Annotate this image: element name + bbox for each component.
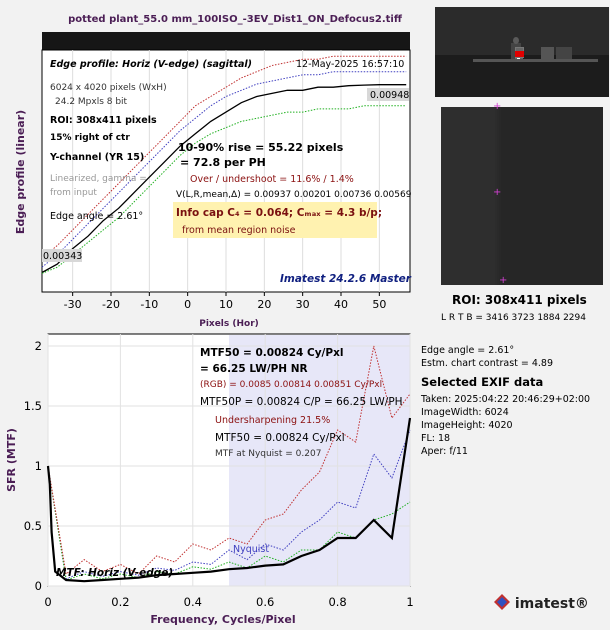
edge-tick-label: -10: [140, 298, 158, 311]
mtf-ytick-label: 0.5: [24, 519, 42, 533]
edge-series-main: [41, 84, 407, 274]
edge-header: Edge profile: Horiz (V-edge) (sagittal): [50, 59, 252, 70]
edge-info-cap-line: Info cap C₄ = 0.064; Cₘₐₓ = 4.3 b/p;: [176, 207, 382, 219]
edge-pos-line: 15% right of ctr: [50, 133, 130, 143]
mtf-series-channel: [47, 345, 411, 575]
side-chart-contrast: Estm. chart contrast = 4.89: [421, 358, 554, 369]
edge-linearized-1: Linearized, gamma =: [50, 174, 147, 184]
mtf-ylabel: SFR (MTF): [5, 428, 18, 492]
edge-noise-line: from mean region noise: [182, 225, 296, 236]
edge-series-channel: [41, 105, 407, 274]
mtf-lwph-line: = 66.25 LW/PH NR: [200, 363, 308, 375]
edge-lines: [41, 55, 407, 274]
mtf-series-channel: [47, 429, 411, 580]
exif-panel: Edge angle = 2.61° Estm. chart contrast …: [421, 344, 590, 458]
edge-top-value-box: [367, 88, 409, 101]
edge-overshoot-line: Over / undershoot = 11.6% / 1.4%: [190, 174, 354, 185]
imatest-logo-text: imatest®: [514, 596, 589, 612]
edge-ylabel: Edge profile (linear): [14, 110, 27, 234]
mtf-xtick-label: 0.8: [328, 595, 346, 609]
edge-channel-line: Y-channel (YR 15): [49, 152, 144, 163]
edge-tick-label: -30: [64, 298, 82, 311]
edge-per-ph-line: = 72.8 per PH: [180, 156, 266, 169]
mtf-xtick-label: 0.2: [111, 595, 129, 609]
file-title: potted plant_55.0 mm_100ISO_-3EV_Dist1_O…: [68, 14, 402, 25]
mtf50p-line: MTF50P = 0.00824 C/P = 66.25 LW/PH: [200, 396, 403, 408]
edge-version: Imatest 24.2.6 Master: [280, 273, 412, 285]
mtf-ytick-label: 2: [35, 339, 42, 353]
mtf-legend: MTF: Horiz (V-edge): [56, 567, 173, 579]
edge-timestamp: 12-May-2025 16:57:10: [296, 59, 404, 70]
thumbnail-plant: [513, 37, 519, 44]
exif-fl: FL: 18: [421, 433, 451, 444]
edge-angle-label: Edge angle = 2.61°: [50, 211, 143, 222]
thumbnail-roi-highlight: [515, 51, 524, 57]
edge-bottom-value-box: [42, 249, 82, 262]
edge-roi-line: ROI: 308x411 pixels: [50, 115, 157, 126]
thumbnail-shelf: [473, 59, 598, 62]
edge-tick-label: 30: [296, 298, 310, 311]
exif-title: Selected EXIF data: [421, 375, 544, 389]
imatest-logo-icon: [494, 594, 510, 610]
edge-series-channel: [41, 55, 407, 259]
mtf-xtick-label: 0: [44, 595, 51, 609]
mtf-rgb-line: (RGB) = 0.0085 0.00814 0.00851 Cy/Pxl: [200, 380, 382, 390]
mtf50-line: MTF50 = 0.00824 Cy/Pxl: [200, 347, 343, 359]
mtf-lines: [46, 345, 412, 583]
edge-size-line: 6024 x 4020 pixels (WxH): [50, 83, 167, 93]
edge-top-value: 0.00948: [370, 90, 409, 101]
roi-preview-edge: [494, 107, 502, 285]
info-cap-box: [173, 202, 377, 238]
mtf-ytick-label: 1.5: [24, 399, 42, 413]
edge-vlr-line: V(L,R,mean,Δ) = 0.00937 0.00201 0.00736 …: [176, 190, 412, 200]
roi-center-marker: +: [493, 187, 502, 198]
edge-tick-label: 40: [334, 298, 348, 311]
thumbnail-floor: [435, 55, 609, 97]
roi-title: ROI: 308x411 pixels: [452, 293, 587, 307]
exif-height: ImageHeight: 4020: [421, 420, 513, 431]
edge-rise-line: 10-90% rise = 55.22 pixels: [178, 141, 344, 154]
edge-series-channel: [41, 71, 407, 268]
edge-xlabel: Pixels (Hor): [199, 319, 259, 329]
edge-strip: [42, 32, 410, 50]
mtf-xtick-label: 0.4: [184, 595, 202, 609]
mtf-ytick-label: 0: [35, 579, 42, 593]
mtf-series-main: [46, 417, 412, 583]
mtf-xlabel: Frequency, Cycles/Pixel: [150, 613, 295, 626]
edge-tick-label: 10: [219, 298, 233, 311]
roi-lrtb: L R T B = 3416 3723 1884 2294: [441, 313, 586, 323]
mtf-xtick-label: 1: [406, 595, 413, 609]
side-edge-angle: Edge angle = 2.61°: [421, 345, 515, 356]
exif-aper: Aper: f/11: [421, 446, 468, 457]
mtf-nyq-line: MTF at Nyquist = 0.207: [215, 449, 321, 459]
mtf-series-channel: [47, 465, 411, 581]
exif-taken: Taken: 2025:04:22 20:46:29+02:00: [421, 394, 591, 405]
mtf-xtick-label: 0.6: [256, 595, 274, 609]
mtf-nyquist-label: Nyquist: [233, 544, 269, 555]
exif-width: ImageWidth: 6024: [421, 407, 509, 418]
roi-bottom-marker: +: [499, 275, 508, 286]
roi-preview-left-field: [441, 107, 497, 285]
mtf-ytick-label: 1: [35, 459, 42, 473]
edge-tick-label: 0: [184, 298, 191, 311]
mtf-undersharp-line: Undersharpening 21.5%: [215, 415, 330, 426]
image-thumbnail: [435, 7, 609, 97]
mtf-ticks: 0 0.2 0.4 0.6 0.8 1 0 0.5 1 1.5 2: [24, 339, 414, 609]
roi-preview: + + +: [441, 101, 603, 286]
edge-tick-label: 50: [372, 298, 386, 311]
edge-bottom-value: 0.00343: [43, 251, 82, 262]
mtf-nyquist-shade: [229, 335, 410, 586]
edge-ticks: -30 -20 -10 0 10 20 30 40 50: [64, 292, 386, 311]
edge-linearized-2: from input: [50, 188, 97, 198]
roi-top-marker: +: [493, 101, 502, 112]
mtf50b-line: MTF50 = 0.00824 Cy/Pxl: [215, 432, 345, 444]
edge-mpxls-line: 24.2 Mpxls 8 bit: [55, 97, 128, 107]
thumbnail-box: [541, 47, 554, 59]
edge-tick-label: -20: [102, 298, 120, 311]
thumbnail-frame: [556, 47, 572, 59]
edge-tick-label: 20: [257, 298, 271, 311]
imatest-logo: imatest®: [494, 594, 589, 612]
